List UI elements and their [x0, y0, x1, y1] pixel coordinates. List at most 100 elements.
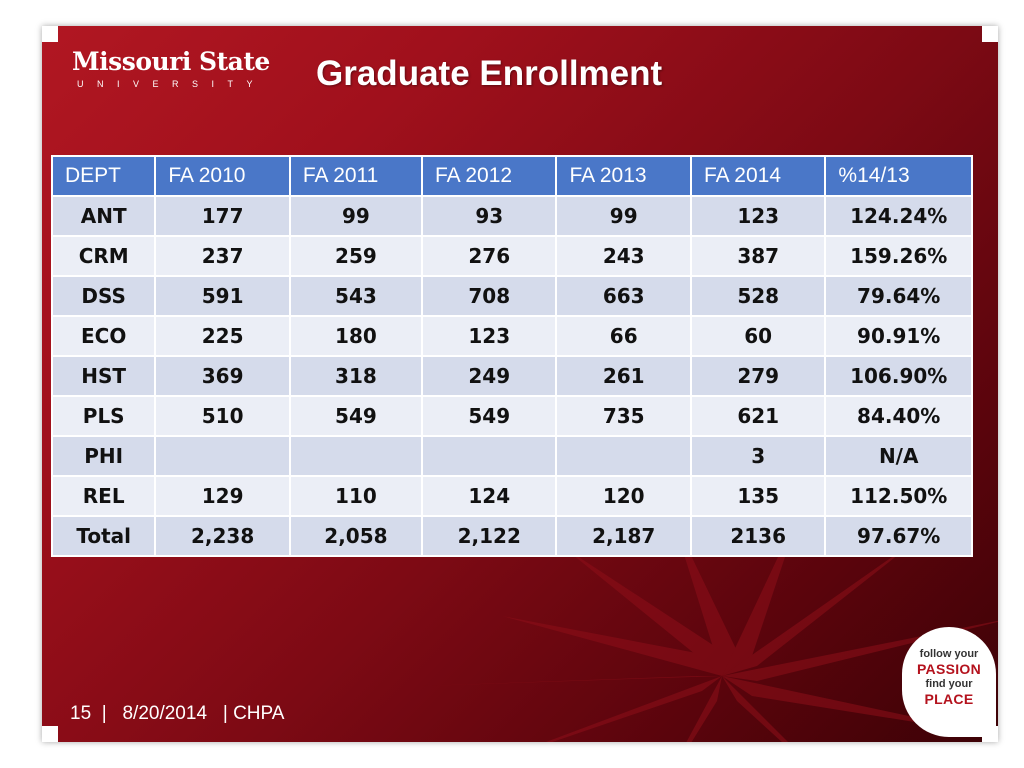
table-cell: 510: [154, 395, 291, 437]
table-cell: 663: [555, 275, 692, 317]
col-header-fa2014: FA 2014: [689, 155, 827, 197]
corner-notch: [982, 726, 998, 742]
footer-date: 8/20/2014: [122, 703, 208, 724]
col-header-pct: %14/13: [824, 155, 973, 197]
table-cell: PHI: [50, 435, 157, 477]
table-cell: 259: [288, 235, 424, 277]
table-cell: PLS: [50, 395, 157, 437]
corner-notch: [982, 26, 998, 42]
col-header-dept: DEPT: [50, 155, 157, 197]
enrollment-table: DEPT FA 2010 FA 2011 FA 2012 FA 2013 FA …: [50, 155, 973, 557]
table-cell: 120: [555, 475, 692, 517]
table-cell: 387: [689, 235, 827, 277]
badge-line1: follow your: [919, 648, 979, 660]
table-cell: 237: [154, 235, 291, 277]
table-cell: 549: [288, 395, 424, 437]
table-cell: [555, 435, 692, 477]
table-cell: 135: [689, 475, 827, 517]
table-cell: 84.40%: [824, 395, 973, 437]
follow-your-passion-badge: follow your PASSION find your PLACE: [902, 627, 996, 737]
table-row: PLS 510 549 549 735 621 84.40%: [50, 395, 973, 437]
table-cell: 90.91%: [824, 315, 973, 357]
table-cell: 60: [689, 315, 827, 357]
table-cell: 528: [689, 275, 827, 317]
table-cell: 93: [421, 195, 558, 237]
table-cell: N/A: [824, 435, 973, 477]
footer-separator: |: [101, 703, 107, 724]
table-cell: 106.90%: [824, 355, 973, 397]
table-cell: 110: [288, 475, 424, 517]
table-row: REL 129 110 124 120 135 112.50%: [50, 475, 973, 517]
table-cell: 708: [421, 275, 558, 317]
table-cell: 318: [288, 355, 424, 397]
table-cell: 99: [288, 195, 424, 237]
table-cell: 249: [421, 355, 558, 397]
table-cell: ECO: [50, 315, 157, 357]
table-cell: 225: [154, 315, 291, 357]
table-row: PHI 3 N/A: [50, 435, 973, 477]
logo-sub: UNIVERSITY: [77, 79, 267, 89]
table-cell: 123: [689, 195, 827, 237]
table-cell: [421, 435, 558, 477]
table-cell: HST: [50, 355, 157, 397]
table-cell: 279: [689, 355, 827, 397]
table-header-row: DEPT FA 2010 FA 2011 FA 2012 FA 2013 FA …: [50, 155, 973, 197]
table-cell: 129: [154, 475, 291, 517]
table-cell: 159.26%: [824, 235, 973, 277]
table-cell: 2,122: [421, 515, 558, 557]
table-cell: 243: [555, 235, 692, 277]
footer-separator: |: [222, 703, 228, 724]
table-cell: 66: [555, 315, 692, 357]
table-cell: ANT: [50, 195, 157, 237]
table-cell: [154, 435, 291, 477]
table-cell: 2,058: [288, 515, 424, 557]
col-header-fa2013: FA 2013: [555, 155, 692, 197]
table-cell: 124.24%: [824, 195, 973, 237]
table-cell: 2,187: [555, 515, 692, 557]
table-row: ANT 177 99 93 99 123 124.24%: [50, 195, 973, 237]
table-row: HST 369 318 249 261 279 106.90%: [50, 355, 973, 397]
table-cell: 99: [555, 195, 692, 237]
table-row-total: Total 2,238 2,058 2,122 2,187 2136 97.67…: [50, 515, 973, 557]
table-cell: 123: [421, 315, 558, 357]
table-cell: 543: [288, 275, 424, 317]
footer-org: CHPA: [233, 703, 285, 724]
table-cell: 549: [421, 395, 558, 437]
page-number: 15: [70, 703, 92, 724]
slide-title: Graduate Enrollment: [316, 54, 663, 93]
table-cell: 97.67%: [824, 515, 973, 557]
badge-line4: PLACE: [924, 691, 974, 707]
table-cell: 112.50%: [824, 475, 973, 517]
table-row: CRM 237 259 276 243 387 159.26%: [50, 235, 973, 277]
col-header-fa2010: FA 2010: [154, 155, 291, 197]
logo-name: Missouri State: [72, 47, 270, 76]
table-cell: CRM: [50, 235, 157, 277]
table-cell: 3: [689, 435, 827, 477]
missouri-state-logo: Missouri State UNIVERSITY: [72, 47, 270, 90]
table-row: DSS 591 543 708 663 528 79.64%: [50, 275, 973, 317]
corner-notch: [42, 26, 58, 42]
corner-notch: [42, 726, 58, 742]
table-cell: 735: [555, 395, 692, 437]
badge-line3: find your: [925, 678, 973, 690]
table-cell: 261: [555, 355, 692, 397]
table-cell: REL: [50, 475, 157, 517]
slide-background: Missouri State UNIVERSITY Graduate Enrol…: [42, 26, 998, 742]
table-cell: DSS: [50, 275, 157, 317]
table-cell: 177: [154, 195, 291, 237]
table-row: ECO 225 180 123 66 60 90.91%: [50, 315, 973, 357]
table-cell: Total: [50, 515, 157, 557]
table-cell: 591: [154, 275, 291, 317]
table-cell: 369: [154, 355, 291, 397]
table-cell: [288, 435, 424, 477]
table-cell: 621: [689, 395, 827, 437]
col-header-fa2011: FA 2011: [288, 155, 424, 197]
table-cell: 276: [421, 235, 558, 277]
table-cell: 79.64%: [824, 275, 973, 317]
col-header-fa2012: FA 2012: [421, 155, 558, 197]
table-cell: 124: [421, 475, 558, 517]
table-cell: 2,238: [154, 515, 291, 557]
badge-line2: PASSION: [916, 661, 982, 677]
table-cell: 180: [288, 315, 424, 357]
table-cell: 2136: [689, 515, 827, 557]
